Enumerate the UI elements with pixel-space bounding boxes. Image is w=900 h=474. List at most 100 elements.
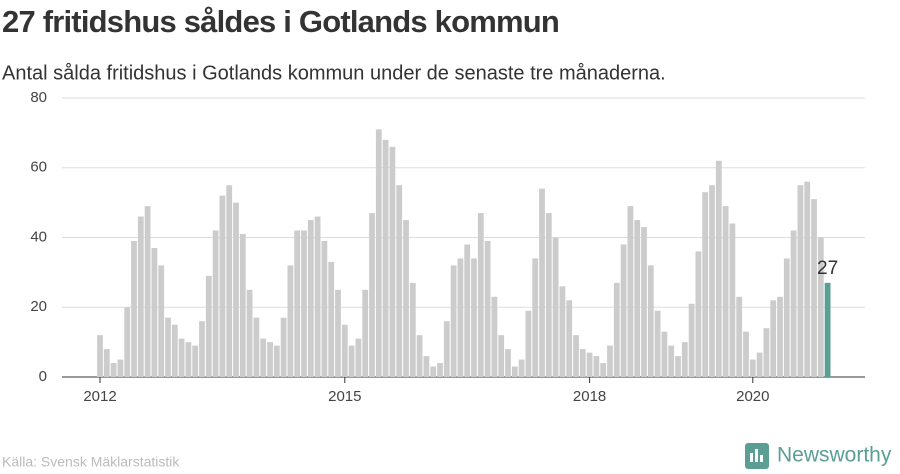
bar: [763, 328, 770, 377]
bar: [457, 258, 464, 377]
bar: [532, 258, 539, 377]
bar: [151, 247, 158, 377]
bar: [804, 181, 811, 377]
bar: [770, 300, 777, 377]
bar: [375, 129, 382, 377]
bar: [790, 230, 797, 377]
bar: [477, 213, 484, 377]
bar: [97, 335, 103, 377]
bar: [273, 345, 280, 377]
bar: [600, 363, 607, 377]
bar: [348, 345, 355, 377]
bar: [634, 220, 641, 377]
y-tick-label: 60: [30, 159, 47, 176]
bar: [464, 244, 471, 377]
bar: [471, 258, 477, 377]
bar: [647, 265, 654, 377]
bar: [681, 342, 688, 377]
bar: [797, 185, 804, 377]
bar: [518, 359, 525, 377]
bar: [505, 349, 511, 377]
bar: [199, 321, 205, 377]
bar: [403, 220, 409, 377]
bar: [661, 331, 668, 377]
bar: [328, 261, 335, 377]
bar: [341, 324, 348, 377]
bar: [443, 321, 450, 377]
logo: Newsworthy: [745, 443, 892, 469]
bar: [253, 317, 260, 377]
bar: [620, 244, 627, 377]
bar: [811, 199, 817, 377]
y-tick-label: 40: [30, 228, 47, 245]
bar: [613, 282, 620, 377]
bar: [280, 317, 287, 377]
bar: [287, 265, 294, 377]
bar: [192, 345, 199, 377]
bar: [743, 331, 749, 377]
bar: [233, 202, 239, 377]
bar: [641, 227, 647, 377]
bar: [117, 359, 124, 377]
y-tick-label: 80: [30, 89, 47, 106]
bar: [675, 356, 681, 377]
bar: [178, 338, 185, 377]
bar: [158, 265, 165, 377]
bar: [205, 275, 212, 377]
bar: [783, 258, 790, 377]
y-tick-label: 20: [30, 298, 47, 315]
bar: [409, 282, 416, 377]
bar: [511, 366, 518, 377]
bar: [491, 296, 498, 377]
bar: [103, 349, 110, 377]
x-tick-label: 2015: [328, 388, 361, 405]
bar: [165, 317, 171, 377]
bar: [212, 230, 219, 377]
bar: [294, 230, 301, 377]
bar: [124, 307, 131, 377]
bar: [573, 335, 579, 377]
bar: [430, 366, 437, 377]
source: Källa: Svensk Mäklarstatistik: [2, 454, 180, 470]
bar: [110, 363, 117, 377]
bar: [715, 160, 722, 377]
bar: [736, 296, 743, 377]
bar: [416, 335, 423, 377]
bar: [709, 185, 715, 377]
bar: [389, 146, 396, 377]
bar: [239, 234, 246, 377]
bar: [566, 300, 573, 377]
bar: [219, 195, 226, 377]
bar: [355, 338, 362, 377]
bar: [777, 296, 783, 377]
bar: [137, 216, 144, 377]
bar: [185, 342, 192, 377]
bar: [627, 206, 634, 377]
bar: [131, 240, 137, 377]
bar: [688, 303, 695, 377]
bar: [307, 220, 314, 377]
bar: [226, 185, 233, 377]
bar: [246, 289, 253, 377]
y-tick-label: 0: [39, 368, 47, 385]
value-label: 27: [817, 258, 838, 279]
bar: [702, 192, 709, 377]
x-tick-label: 2020: [736, 388, 769, 405]
x-tick-label: 2012: [83, 388, 116, 405]
bar: [552, 237, 559, 377]
bar: [607, 345, 613, 377]
bar: [654, 310, 661, 377]
chart-subtitle: Antal sålda fritidshus i Gotlands kommun…: [2, 62, 666, 84]
bar: [267, 342, 273, 377]
bar: [484, 240, 491, 377]
bar: [695, 251, 702, 377]
bar: [423, 356, 430, 377]
bar: [539, 188, 545, 377]
bar: [369, 213, 375, 377]
x-tick-label: 2018: [573, 388, 606, 405]
bar: [144, 206, 151, 377]
bar: [756, 352, 763, 377]
bar: [579, 349, 586, 377]
bar: [498, 335, 505, 377]
